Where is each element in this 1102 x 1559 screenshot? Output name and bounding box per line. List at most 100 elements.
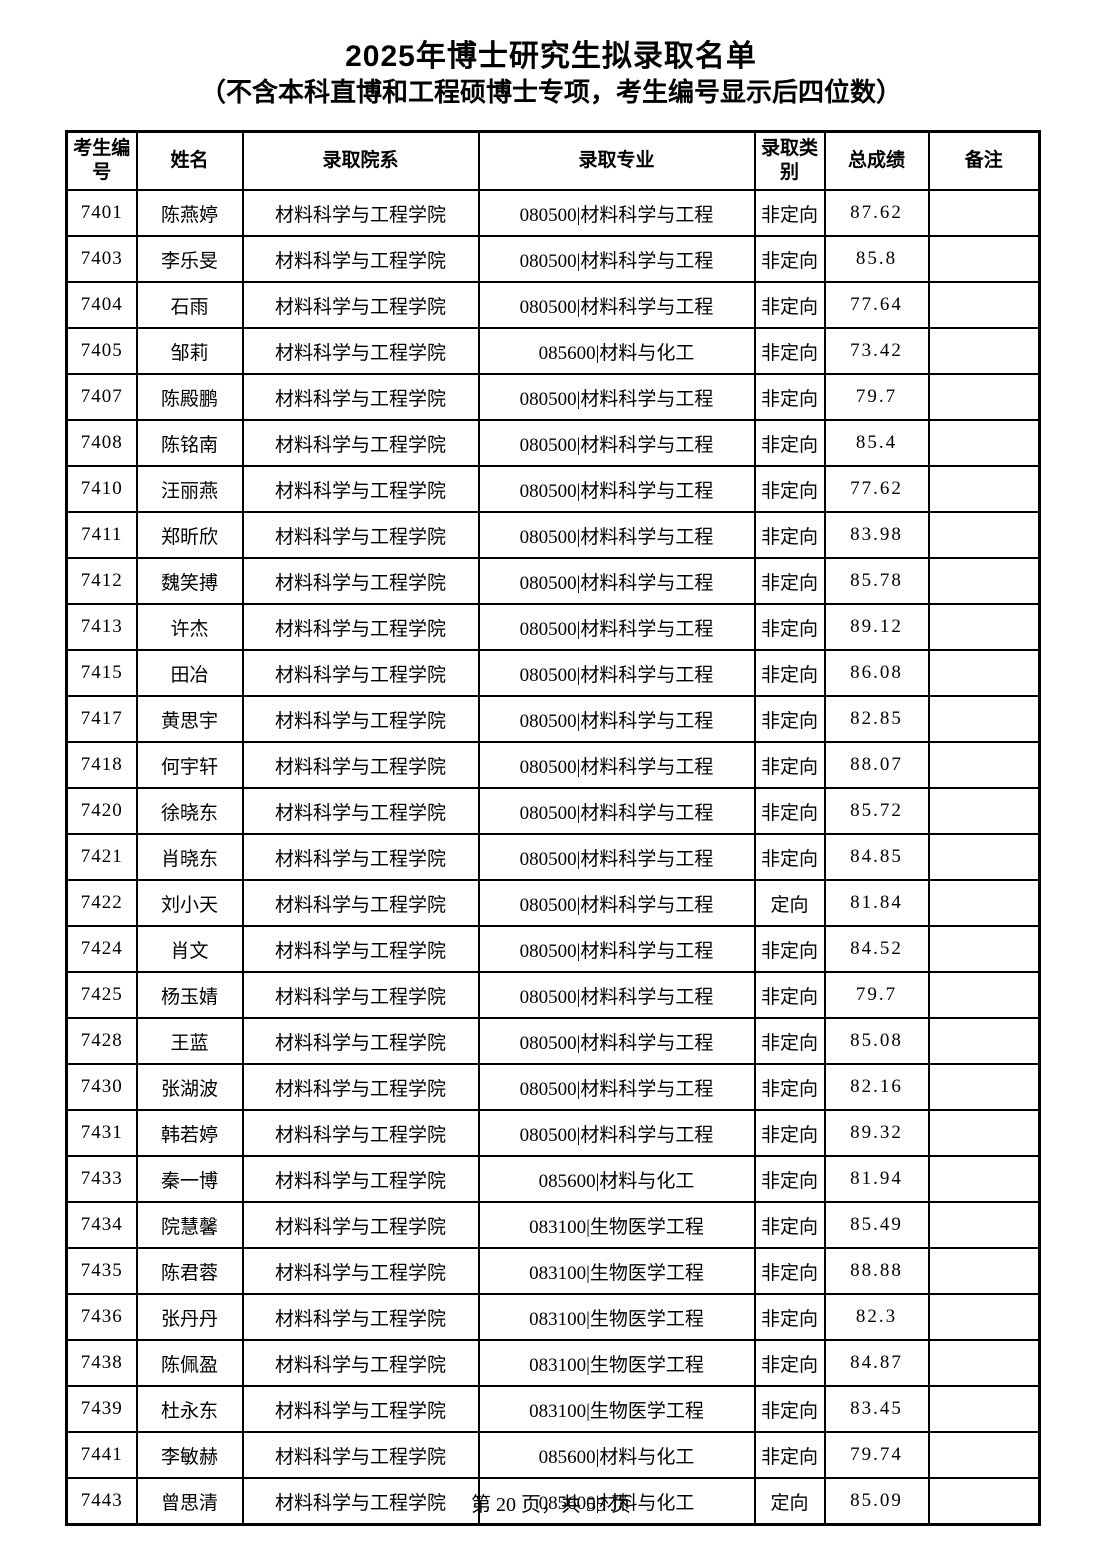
table-row: 7439 杜永东 材料科学与工程学院 083100|生物医学工程 非定向 83.45	[65, 1385, 1041, 1433]
remark-cell	[927, 1201, 1041, 1249]
major-cell: 080500|材料科学与工程	[477, 925, 756, 973]
id-cell: 7404	[65, 281, 138, 329]
table-row: 7418 何宇轩 材料科学与工程学院 080500|材料科学与工程 非定向 88.07	[65, 741, 1041, 789]
column-header-score: 总成绩	[823, 130, 930, 191]
column-header-major: 录取专业	[477, 130, 756, 191]
score-cell: 84.85	[823, 833, 930, 881]
id-cell: 7436	[65, 1293, 138, 1341]
major-cell: 080500|材料科学与工程	[477, 465, 756, 513]
category-cell: 定向	[753, 879, 826, 927]
name-cell: 杨玉婧	[135, 971, 244, 1019]
dept-cell: 材料科学与工程学院	[241, 1339, 480, 1387]
major-cell: 080500|材料科学与工程	[477, 879, 756, 927]
score-cell: 86.08	[823, 649, 930, 697]
table-row: 7403 李乐旻 材料科学与工程学院 080500|材料科学与工程 非定向 85.8	[65, 235, 1041, 283]
score-cell: 85.08	[823, 1017, 930, 1065]
major-cell: 080500|材料科学与工程	[477, 511, 756, 559]
name-cell: 陈燕婷	[135, 189, 244, 237]
major-cell: 085600|材料与化工	[477, 327, 756, 375]
remark-cell	[927, 281, 1041, 329]
major-cell: 083100|生物医学工程	[477, 1201, 756, 1249]
table-row: 7443 曾思清 材料科学与工程学院 085600|材料与化工 定向 85.09	[65, 1477, 1041, 1526]
category-cell: 非定向	[753, 1017, 826, 1065]
remark-cell	[927, 879, 1041, 927]
id-cell: 7441	[65, 1431, 138, 1479]
table-row: 7420 徐晓东 材料科学与工程学院 080500|材料科学与工程 非定向 85.72	[65, 787, 1041, 835]
remark-cell	[927, 1063, 1041, 1111]
name-cell: 张丹丹	[135, 1293, 244, 1341]
remark-cell	[927, 1109, 1041, 1157]
name-cell: 黄思宇	[135, 695, 244, 743]
name-cell: 张湖波	[135, 1063, 244, 1111]
dept-cell: 材料科学与工程学院	[241, 557, 480, 605]
name-cell: 石雨	[135, 281, 244, 329]
dept-cell: 材料科学与工程学院	[241, 1201, 480, 1249]
dept-cell: 材料科学与工程学院	[241, 1017, 480, 1065]
id-cell: 7410	[65, 465, 138, 513]
major-cell: 080500|材料科学与工程	[477, 971, 756, 1019]
score-cell: 84.87	[823, 1339, 930, 1387]
remark-cell	[927, 1431, 1041, 1479]
category-cell: 非定向	[753, 557, 826, 605]
name-cell: 肖文	[135, 925, 244, 973]
remark-cell	[927, 1339, 1041, 1387]
table-row: 7438 陈佩盈 材料科学与工程学院 083100|生物医学工程 非定向 84.87	[65, 1339, 1041, 1387]
category-cell: 非定向	[753, 1247, 826, 1295]
name-cell: 刘小天	[135, 879, 244, 927]
dept-cell: 材料科学与工程学院	[241, 1109, 480, 1157]
id-cell: 7417	[65, 695, 138, 743]
table-row: 7405 邹莉 材料科学与工程学院 085600|材料与化工 非定向 73.42	[65, 327, 1041, 375]
score-cell: 85.09	[823, 1477, 930, 1526]
dept-cell: 材料科学与工程学院	[241, 419, 480, 467]
score-cell: 82.16	[823, 1063, 930, 1111]
id-cell: 7439	[65, 1385, 138, 1433]
score-cell: 85.49	[823, 1201, 930, 1249]
id-cell: 7413	[65, 603, 138, 651]
table-row: 7433 秦一博 材料科学与工程学院 085600|材料与化工 非定向 81.94	[65, 1155, 1041, 1203]
dept-cell: 材料科学与工程学院	[241, 695, 480, 743]
id-cell: 7415	[65, 649, 138, 697]
name-cell: 陈铭南	[135, 419, 244, 467]
table-row: 7441 李敏赫 材料科学与工程学院 085600|材料与化工 非定向 79.74	[65, 1431, 1041, 1479]
score-cell: 85.72	[823, 787, 930, 835]
score-cell: 81.94	[823, 1155, 930, 1203]
id-cell: 7421	[65, 833, 138, 881]
id-cell: 7425	[65, 971, 138, 1019]
id-cell: 7434	[65, 1201, 138, 1249]
major-cell: 085600|材料与化工	[477, 1431, 756, 1479]
name-cell: 陈殿鹏	[135, 373, 244, 421]
name-cell: 秦一博	[135, 1155, 244, 1203]
name-cell: 韩若婷	[135, 1109, 244, 1157]
category-cell: 非定向	[753, 603, 826, 651]
major-cell: 080500|材料科学与工程	[477, 1109, 756, 1157]
table-row: 7422 刘小天 材料科学与工程学院 080500|材料科学与工程 定向 81.84	[65, 879, 1041, 927]
score-cell: 88.88	[823, 1247, 930, 1295]
major-cell: 085600|材料与化工	[477, 1155, 756, 1203]
category-cell: 非定向	[753, 465, 826, 513]
major-cell: 080500|材料科学与工程	[477, 603, 756, 651]
id-cell: 7405	[65, 327, 138, 375]
page-number-footer: 第 20 页，共 55 页	[471, 1494, 631, 1516]
id-cell: 7412	[65, 557, 138, 605]
column-header-dept: 录取院系	[241, 130, 480, 191]
score-cell: 82.3	[823, 1293, 930, 1341]
category-cell: 非定向	[753, 649, 826, 697]
category-cell: 非定向	[753, 327, 826, 375]
score-cell: 88.07	[823, 741, 930, 789]
category-cell: 非定向	[753, 1063, 826, 1111]
score-cell: 87.62	[823, 189, 930, 237]
category-cell: 非定向	[753, 1293, 826, 1341]
id-cell: 7401	[65, 189, 138, 237]
dept-cell: 材料科学与工程学院	[241, 373, 480, 421]
remark-cell	[927, 1385, 1041, 1433]
category-cell: 非定向	[753, 511, 826, 559]
id-cell: 7431	[65, 1109, 138, 1157]
score-cell: 79.74	[823, 1431, 930, 1479]
category-cell: 定向	[753, 1477, 826, 1526]
id-cell: 7407	[65, 373, 138, 421]
table-row: 7413 许杰 材料科学与工程学院 080500|材料科学与工程 非定向 89.12	[65, 603, 1041, 651]
dept-cell: 材料科学与工程学院	[241, 1155, 480, 1203]
dept-cell: 材料科学与工程学院	[241, 1293, 480, 1341]
table-row: 7407 陈殿鹏 材料科学与工程学院 080500|材料科学与工程 非定向 79.7	[65, 373, 1041, 421]
admission-table: 考生编号 姓名 录取院系 录取专业 录取类别 总成绩 备注 7401 陈燕婷 材料科学与工程学院…	[65, 130, 1041, 1526]
